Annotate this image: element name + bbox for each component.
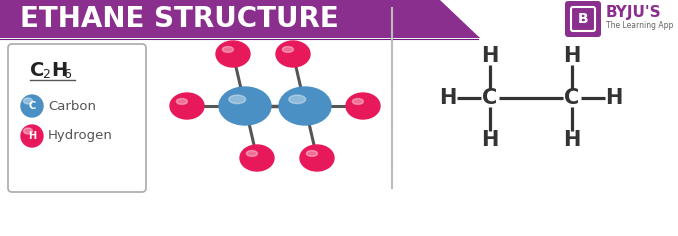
Ellipse shape bbox=[24, 98, 33, 104]
Text: ETHANE STRUCTURE: ETHANE STRUCTURE bbox=[20, 5, 339, 33]
Ellipse shape bbox=[346, 93, 380, 119]
Ellipse shape bbox=[222, 46, 233, 52]
Ellipse shape bbox=[240, 145, 274, 171]
Text: H: H bbox=[605, 88, 622, 108]
FancyBboxPatch shape bbox=[8, 44, 146, 192]
Ellipse shape bbox=[24, 128, 33, 134]
Ellipse shape bbox=[300, 145, 334, 171]
Text: C: C bbox=[482, 88, 498, 108]
Text: C: C bbox=[564, 88, 580, 108]
Ellipse shape bbox=[306, 151, 317, 156]
Ellipse shape bbox=[176, 98, 187, 104]
Text: Hydrogen: Hydrogen bbox=[48, 130, 113, 143]
Text: H: H bbox=[439, 88, 457, 108]
Ellipse shape bbox=[246, 151, 258, 156]
Text: H: H bbox=[481, 46, 499, 66]
Ellipse shape bbox=[216, 41, 250, 67]
Text: The Learning App: The Learning App bbox=[606, 21, 673, 30]
Text: 6: 6 bbox=[63, 67, 71, 80]
Text: H: H bbox=[563, 46, 580, 66]
Circle shape bbox=[21, 95, 43, 117]
Circle shape bbox=[21, 125, 43, 147]
Text: BYJU'S: BYJU'S bbox=[606, 5, 662, 21]
FancyBboxPatch shape bbox=[565, 1, 601, 37]
Ellipse shape bbox=[282, 46, 294, 52]
FancyBboxPatch shape bbox=[571, 7, 595, 31]
Ellipse shape bbox=[279, 87, 331, 125]
Text: H: H bbox=[563, 130, 580, 150]
Ellipse shape bbox=[170, 93, 204, 119]
Text: C: C bbox=[30, 60, 44, 80]
Text: 2: 2 bbox=[42, 67, 50, 80]
Text: Carbon: Carbon bbox=[48, 100, 96, 113]
Text: H: H bbox=[481, 130, 499, 150]
Text: C: C bbox=[28, 101, 36, 111]
Ellipse shape bbox=[228, 95, 245, 104]
Text: H: H bbox=[51, 60, 67, 80]
Ellipse shape bbox=[353, 98, 363, 104]
Text: H: H bbox=[28, 131, 36, 141]
PathPatch shape bbox=[0, 0, 480, 38]
Ellipse shape bbox=[289, 95, 306, 104]
Ellipse shape bbox=[219, 87, 271, 125]
Ellipse shape bbox=[276, 41, 310, 67]
Text: B: B bbox=[578, 12, 589, 26]
